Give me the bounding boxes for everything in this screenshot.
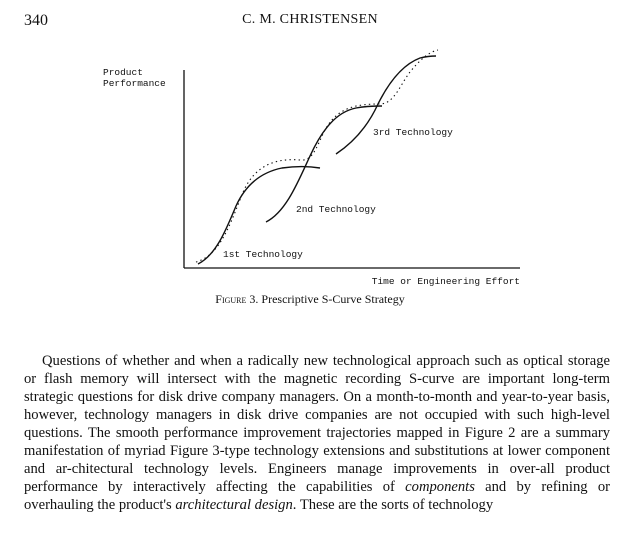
paragraph-text-1: Questions of whether and when a radicall… bbox=[24, 353, 610, 495]
emphasis-architectural-design: architectural design bbox=[175, 497, 293, 513]
caption-label: Figure 3. bbox=[215, 292, 259, 306]
y-axis-label-line1: Product bbox=[103, 67, 143, 78]
figure-caption: Figure 3. Prescriptive S-Curve Strategy bbox=[0, 292, 620, 307]
curve-label-1st: 1st Technology bbox=[223, 249, 303, 260]
running-head: C. M. CHRISTENSEN bbox=[242, 12, 378, 27]
page-number: 340 bbox=[24, 12, 48, 29]
y-axis-label-line2: Performance bbox=[103, 78, 166, 89]
curve-label-2nd: 2nd Technology bbox=[296, 204, 376, 215]
x-axis-label: Time or Engineering Effort bbox=[372, 276, 520, 287]
curve-label-3rd: 3rd Technology bbox=[373, 127, 453, 138]
series-1st-technology bbox=[197, 165, 321, 265]
series-envelope-dotted bbox=[195, 49, 439, 263]
body-paragraph: Questions of whether and when a radicall… bbox=[24, 352, 610, 514]
s-curve-figure: Product Performance Time or Engineering … bbox=[103, 49, 520, 287]
caption-text: Prescriptive S-Curve Strategy bbox=[261, 292, 405, 306]
emphasis-components: components bbox=[405, 479, 475, 495]
series-2nd-technology bbox=[265, 105, 383, 223]
series-3rd-technology bbox=[335, 55, 437, 155]
paragraph-text-3: . These are the sorts of technology bbox=[292, 497, 494, 513]
paragraph-text-2: and by refining or overhauling the produ… bbox=[24, 479, 610, 513]
